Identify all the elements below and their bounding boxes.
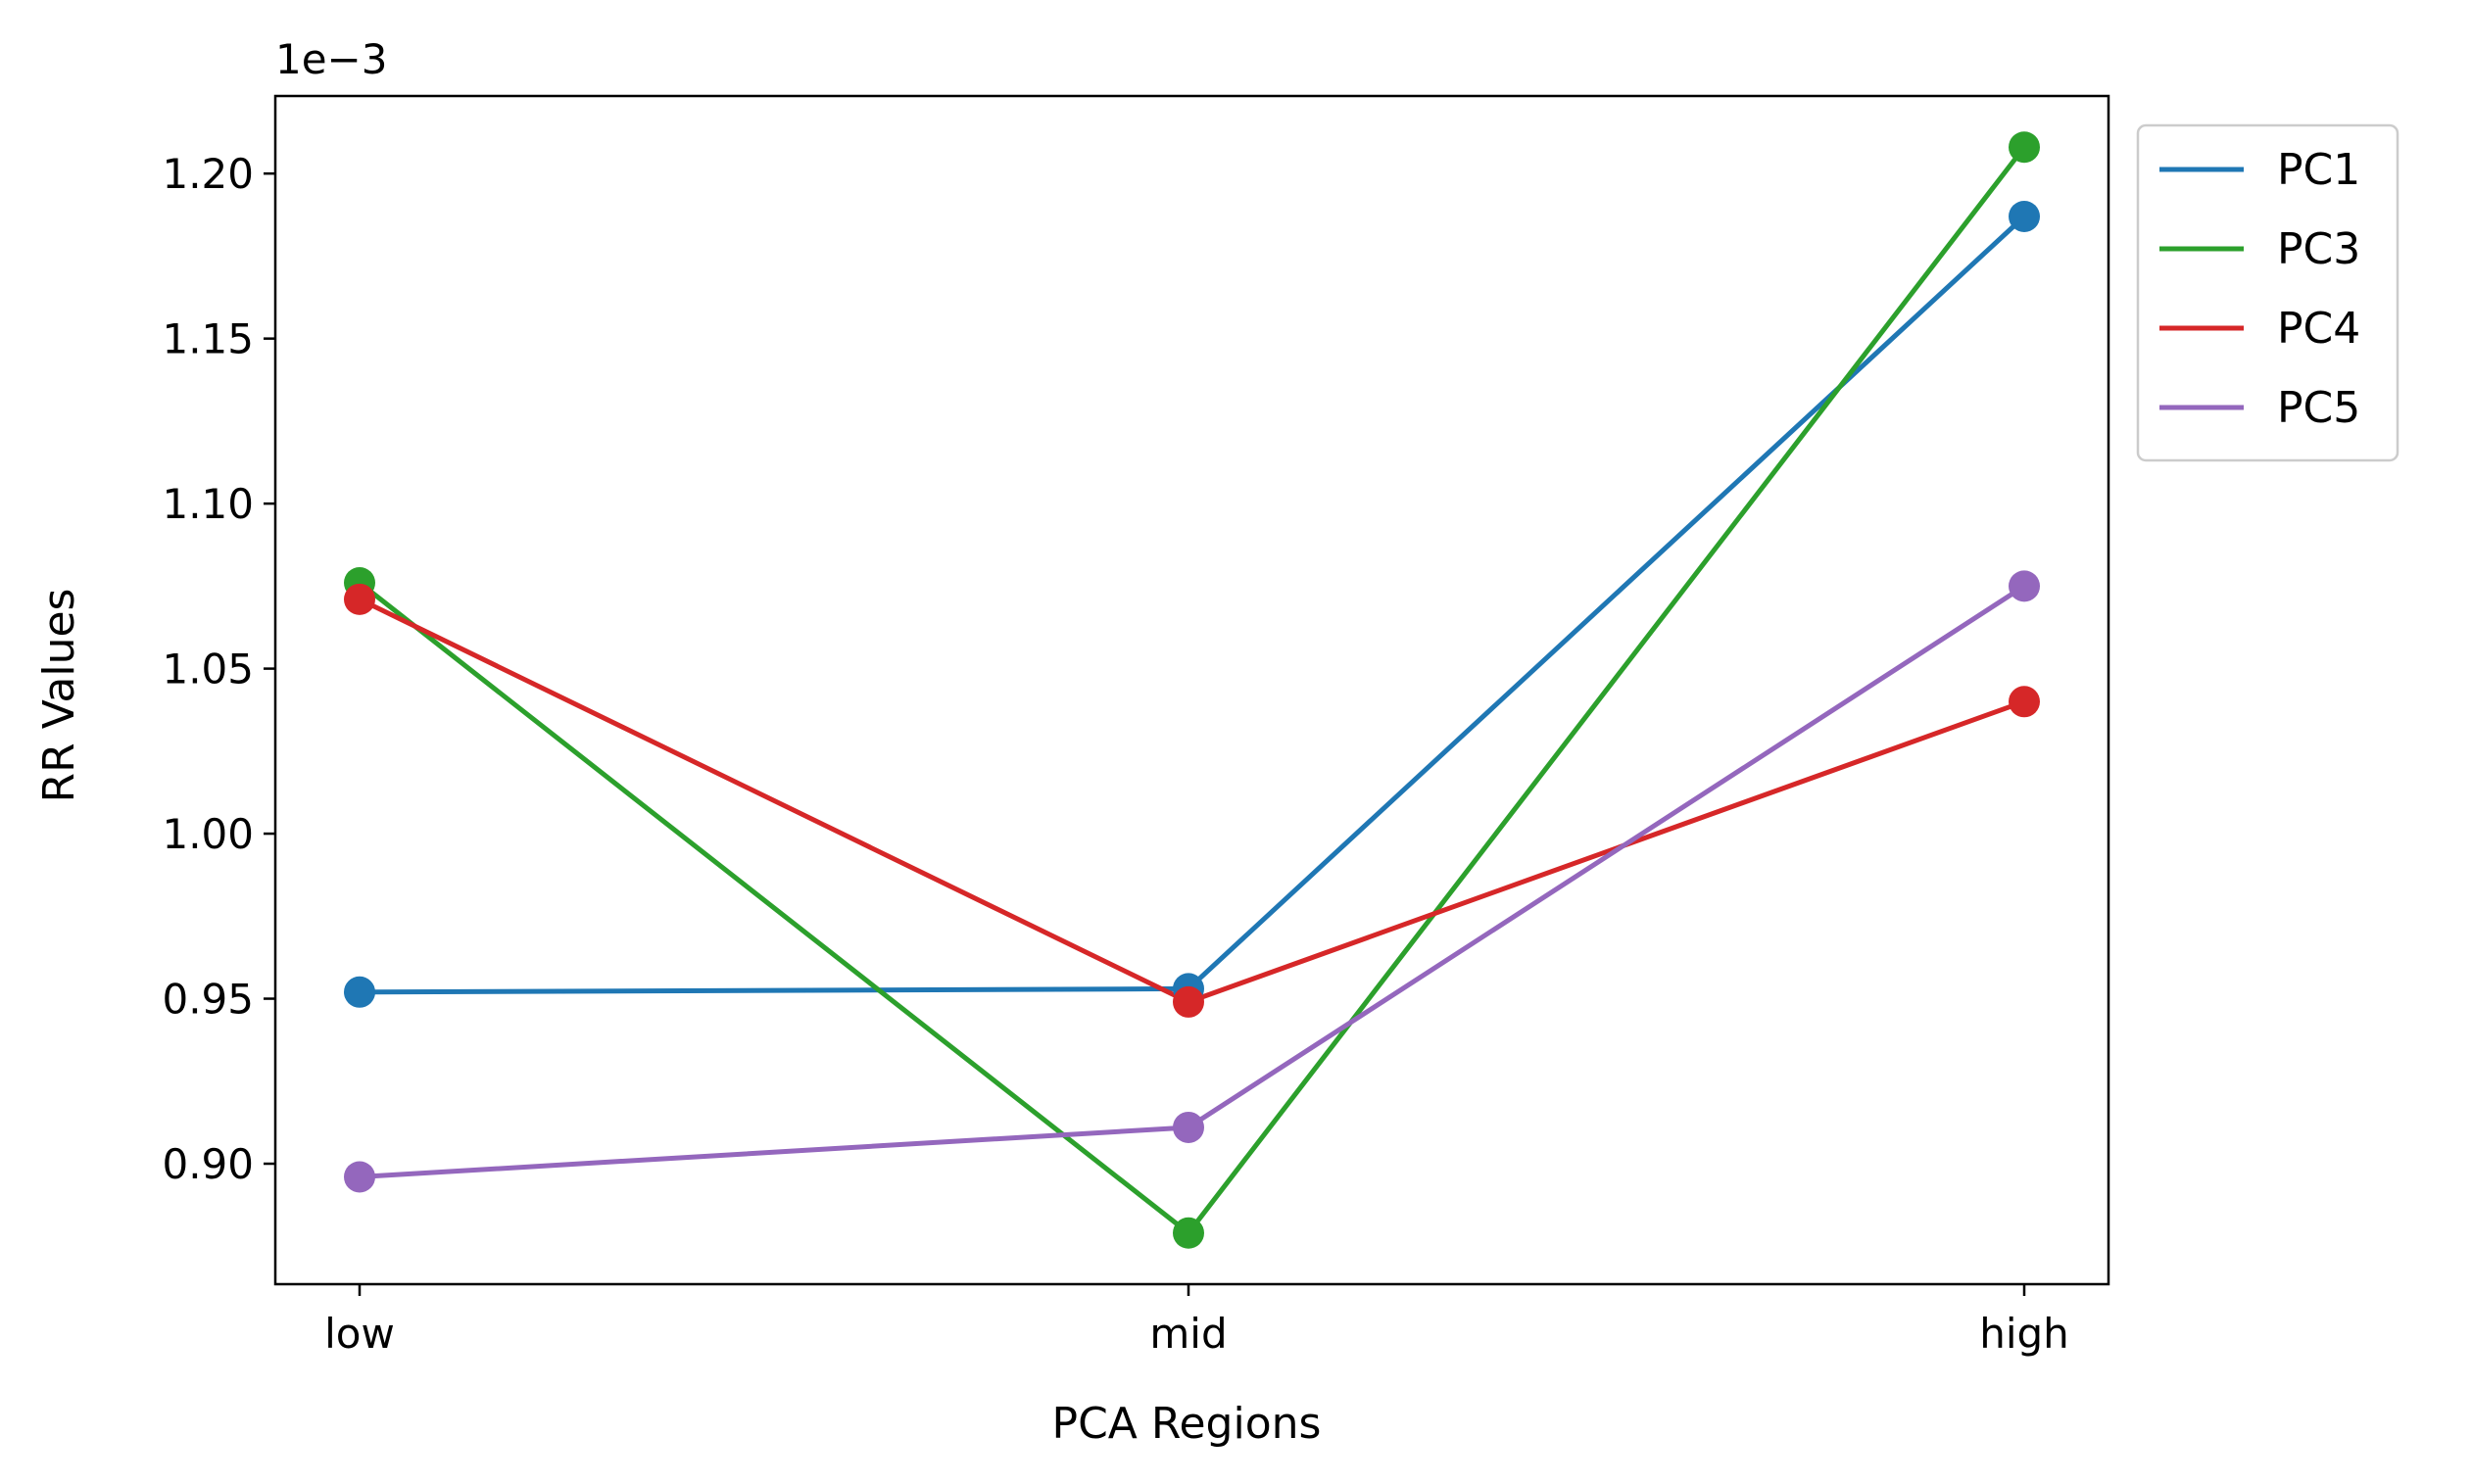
y-tick-label: 0.90 <box>162 1140 254 1188</box>
legend-label-pc5: PC5 <box>2277 383 2360 433</box>
y-tick-label: 1.15 <box>162 315 254 363</box>
x-tick-label: low <box>324 1310 395 1358</box>
data-point-pc1 <box>2009 200 2040 232</box>
plot-frame <box>273 94 2110 1286</box>
x-tick-label: mid <box>1149 1310 1227 1358</box>
y-tick-label: 0.95 <box>162 976 254 1024</box>
legend-label-pc1: PC1 <box>2277 145 2360 195</box>
data-point-pc1 <box>344 976 375 1008</box>
y-tick-label: 1.20 <box>162 150 254 198</box>
y-tick-label: 1.00 <box>162 810 254 858</box>
legend-box <box>2136 123 2399 462</box>
data-point-pc5 <box>344 1161 375 1193</box>
legend-label-pc4: PC4 <box>2277 304 2360 354</box>
data-point-pc4 <box>344 583 375 615</box>
data-point-pc3 <box>1173 1217 1204 1249</box>
data-point-pc4 <box>2009 686 2040 718</box>
y-tick-label: 1.05 <box>162 646 254 694</box>
data-point-pc5 <box>1173 1111 1204 1143</box>
y-offset-label: 1e−3 <box>275 35 387 83</box>
y-axis-label: RR Values <box>34 589 84 803</box>
plot-area: 0.90 0.95 1.00 1.05 1.10 1.15 1.20 low mid high <box>162 94 2110 1358</box>
data-point-pc4 <box>1173 985 1204 1018</box>
x-axis-label: PCA Regions <box>1052 1399 1322 1449</box>
x-tick-label: high <box>1979 1310 2069 1358</box>
y-tick-label: 1.10 <box>162 480 254 528</box>
data-point-pc3 <box>2009 131 2040 164</box>
legend-label-pc3: PC3 <box>2277 224 2360 274</box>
legend: PC1 PC3 PC4 PC5 <box>2136 123 2399 462</box>
data-point-pc5 <box>2009 570 2040 602</box>
